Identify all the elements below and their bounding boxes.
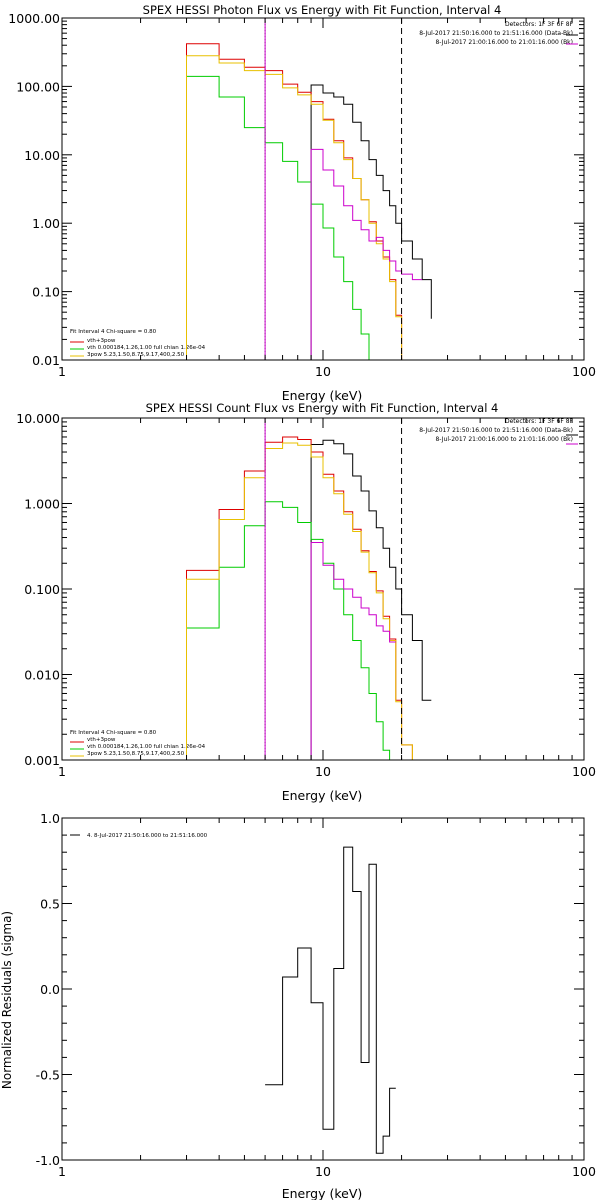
- count-flux-panel: SPEX HESSI Count Flux vs Energy with Fit…: [16, 401, 596, 803]
- count-ytick-label: 0.010: [24, 668, 60, 683]
- count-info-line2: 8-Jul-2017 21:00:16.000 to 21:01:16.000 …: [435, 436, 573, 443]
- count-xtick-label: 100: [572, 764, 596, 779]
- photon-legend-header: Fit Interval 4 Chi-square = 0.80: [70, 329, 157, 335]
- count-ytick-label: 0.001: [24, 753, 60, 768]
- residuals-ytick-label: 0.0: [40, 982, 60, 997]
- count-series-4-line: [310, 542, 396, 760]
- photon-series-1-line: [186, 43, 403, 360]
- count-ytick-label: 0.100: [24, 582, 60, 597]
- count-flux-xlabel: Energy (keV): [282, 788, 363, 803]
- photon-series-2-line: [186, 75, 377, 360]
- residuals-series-group: [265, 846, 396, 1154]
- residuals-ytick-label: -0.5: [36, 1068, 60, 1083]
- photon-legend-green: vth 0.000184,1.26,1.00 full chian 1.26e-…: [87, 345, 206, 351]
- photon-flux-panel: SPEX HESSI Photon Flux vs Energy with Fi…: [8, 3, 596, 403]
- photon-ytick-label: 0.10: [32, 285, 60, 300]
- photon-ytick-label: 1000.00: [8, 11, 60, 26]
- count-ytick-label: 10.000: [16, 411, 60, 426]
- count-xtick-label: 1: [58, 764, 66, 779]
- count-series-2-line: [186, 501, 391, 760]
- photon-info-line2: 8-Jul-2017 21:00:16.000 to 21:01:16.000 …: [435, 39, 573, 46]
- photon-legend-yellow: 3pow 5.23,1.50,8.75,9.17,400,2.50: [87, 352, 185, 358]
- photon-info-detectors: Detectors: 1F 3F 6F 8F: [505, 21, 574, 28]
- residuals-xtick-label: 1: [58, 1164, 66, 1179]
- photon-ytick-label: 100.00: [16, 79, 60, 94]
- residuals-ytick-label: -1.0: [36, 1153, 60, 1168]
- count-xtick-label: 10: [315, 764, 331, 779]
- photon-plot-frame: [61, 17, 585, 361]
- photon-legend-red: vth+3pow: [87, 338, 116, 344]
- residuals-ylabel: Normalized Residuals (sigma): [0, 911, 14, 1089]
- count-series-group: [186, 436, 432, 760]
- photon-ytick-label: 1.00: [32, 216, 60, 231]
- count-legend-yellow: 3pow 5.23,1.50,8.75,9.17,400,2.50: [87, 751, 185, 757]
- residuals-series-0-line: [265, 846, 396, 1154]
- count-legend-green: vth 0.000184,1.26,1.00 full chian 1.26e-…: [87, 744, 206, 750]
- count-info-detectors: Detectors: 1F 3F 6F 8F: [505, 418, 574, 425]
- residuals-ytick-label: 0.5: [40, 897, 60, 912]
- photon-xtick-label: 1: [58, 364, 66, 379]
- residuals-xtick-label: 10: [315, 1164, 331, 1179]
- count-ytick-label: 1.000: [24, 497, 60, 512]
- count-info-line1: 8-Jul-2017 21:50:16.000 to 21:51:16.000 …: [419, 427, 573, 434]
- photon-xtick-label: 10: [315, 364, 331, 379]
- residuals-legend: 4. 8-Jul-2017 21:50:16.000 to 21:51:16.0…: [87, 833, 208, 839]
- photon-info-line1: 8-Jul-2017 21:50:16.000 to 21:51:16.000 …: [419, 30, 573, 37]
- count-legend-header: Fit Interval 4 Chi-square = 0.80: [70, 730, 157, 736]
- photon-series-4-line: [310, 148, 423, 360]
- photon-flux-title: SPEX HESSI Photon Flux vs Energy with Fi…: [143, 3, 502, 17]
- photon-flux-xlabel: Energy (keV): [282, 388, 363, 403]
- residuals-xtick-label: 100: [572, 1164, 596, 1179]
- count-flux-title: SPEX HESSI Count Flux vs Energy with Fit…: [146, 401, 499, 415]
- photon-series-0-line: [310, 84, 432, 360]
- photon-ytick-label: 0.01: [32, 353, 60, 368]
- count-series-1-line: [186, 436, 423, 760]
- photon-ytick-label: 10.00: [24, 148, 60, 163]
- residuals-ytick-label: 1.0: [40, 811, 60, 826]
- residuals-xlabel: Energy (keV): [282, 1186, 363, 1200]
- photon-xtick-label: 100: [572, 364, 596, 379]
- photon-series-group: [186, 43, 432, 360]
- count-series-0-line: [310, 439, 432, 760]
- photon-series-3-line: [186, 55, 403, 360]
- count-legend-red: vth+3pow: [87, 737, 116, 743]
- residuals-panel: Energy (keV) Normalized Residuals (sigma…: [0, 811, 596, 1200]
